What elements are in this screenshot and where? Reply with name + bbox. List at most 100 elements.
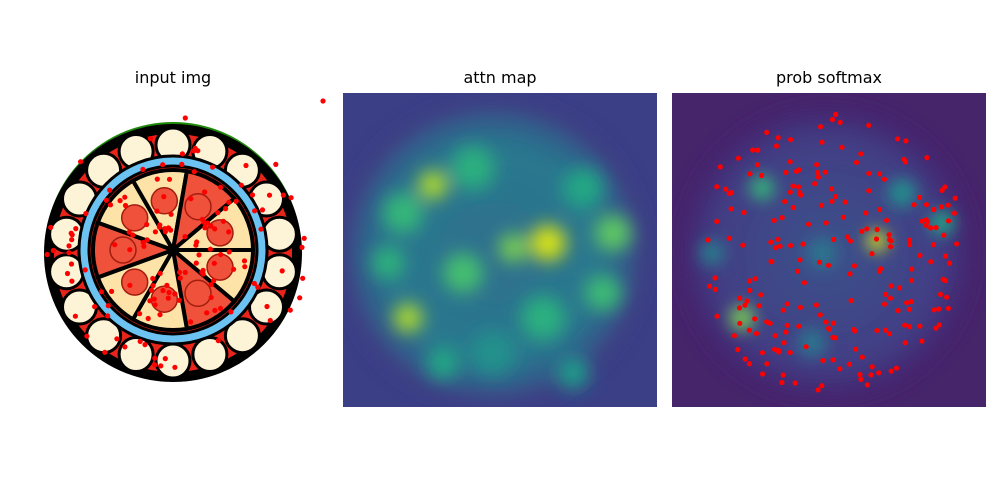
sample-point [741, 209, 747, 215]
sample-point [177, 275, 183, 281]
sample-point [50, 247, 56, 254]
sample-point [176, 297, 182, 303]
sample-point [68, 261, 75, 267]
attn-hotspot [499, 234, 527, 262]
sample-point [829, 198, 835, 204]
sample-point [266, 192, 273, 198]
sample-point [931, 307, 937, 313]
sample-point [866, 122, 872, 128]
sample-point [126, 229, 132, 235]
sample-point [103, 197, 109, 203]
sample-point [896, 285, 903, 291]
sample-point [151, 296, 157, 302]
sample-point [735, 346, 741, 353]
sample-point [864, 226, 870, 232]
sample-point [231, 266, 237, 272]
sample-point [773, 143, 780, 149]
sample-point [903, 138, 909, 144]
sample-point [747, 287, 753, 293]
sample-point [744, 298, 750, 304]
sample-point [152, 229, 158, 235]
sample-point [212, 307, 218, 313]
sample-point [837, 119, 843, 125]
sample-point [712, 286, 718, 292]
sample-point [909, 266, 915, 272]
sample-point [760, 371, 766, 377]
sample-point [166, 176, 173, 182]
sample-point [842, 199, 848, 205]
sample-point [241, 258, 248, 264]
sample-point [756, 303, 762, 309]
sample-point [228, 309, 234, 315]
sample-point [906, 324, 913, 330]
sample-point [301, 235, 307, 241]
sample-point [168, 227, 174, 233]
sample-point [945, 305, 951, 311]
sample-point [179, 161, 185, 167]
sample-point [746, 327, 752, 333]
prob-softmax-panel [672, 93, 986, 407]
sample-point [933, 325, 939, 331]
sample-point [200, 267, 206, 273]
sample-point [851, 263, 857, 269]
sample-point [161, 194, 167, 200]
sample-point [66, 243, 72, 249]
sample-point [783, 169, 789, 175]
sample-point [226, 249, 232, 255]
sample-point [130, 232, 136, 238]
panel-title-prob: prob softmax [775, 68, 883, 87]
sample-point [150, 275, 156, 282]
sample-point [919, 218, 925, 224]
sample-point [255, 284, 261, 290]
sample-point [735, 155, 741, 161]
sample-point [737, 295, 743, 301]
sample-point [755, 147, 761, 153]
panel-title-input: input img [134, 68, 212, 87]
attn-hotspot [557, 357, 589, 389]
sample-point [207, 246, 213, 252]
sample-point [847, 238, 854, 244]
sample-point [144, 221, 150, 228]
sample-point [817, 312, 823, 318]
sample-point [938, 204, 944, 210]
sample-point [764, 129, 770, 135]
sample-point [815, 387, 821, 393]
sample-point [775, 236, 781, 242]
sample-point [814, 162, 820, 168]
sample-point [884, 217, 890, 223]
sample-point [191, 148, 197, 154]
sample-point [767, 320, 773, 326]
sample-point [105, 313, 111, 319]
sample-point [859, 354, 865, 360]
topping-circle [117, 336, 155, 373]
pepperoni [206, 219, 234, 247]
sample-point [797, 257, 803, 263]
sample-point [874, 226, 880, 233]
sample-point [193, 260, 199, 266]
sample-point [102, 349, 108, 355]
sample-point [781, 340, 787, 346]
sample-point [714, 184, 720, 190]
sample-point [750, 147, 756, 153]
sample-point [267, 317, 273, 324]
sample-point [226, 229, 232, 235]
sample-point [952, 195, 958, 201]
sample-point [803, 344, 809, 350]
sample-point [847, 271, 853, 277]
input-image-panel [16, 93, 330, 407]
pepperoni [184, 279, 212, 308]
sample-point [218, 184, 224, 190]
sample-point [837, 366, 843, 372]
sample-point [210, 164, 216, 170]
sample-point [840, 214, 846, 220]
sample-point [226, 199, 232, 205]
sample-point [264, 303, 270, 310]
sample-point [773, 245, 779, 251]
sample-point [238, 182, 244, 188]
sample-points [705, 111, 960, 393]
sample-point [833, 111, 839, 117]
sample-point [223, 206, 229, 212]
sample-point [112, 242, 118, 248]
sample-point [908, 298, 914, 305]
sample-point [828, 186, 835, 192]
